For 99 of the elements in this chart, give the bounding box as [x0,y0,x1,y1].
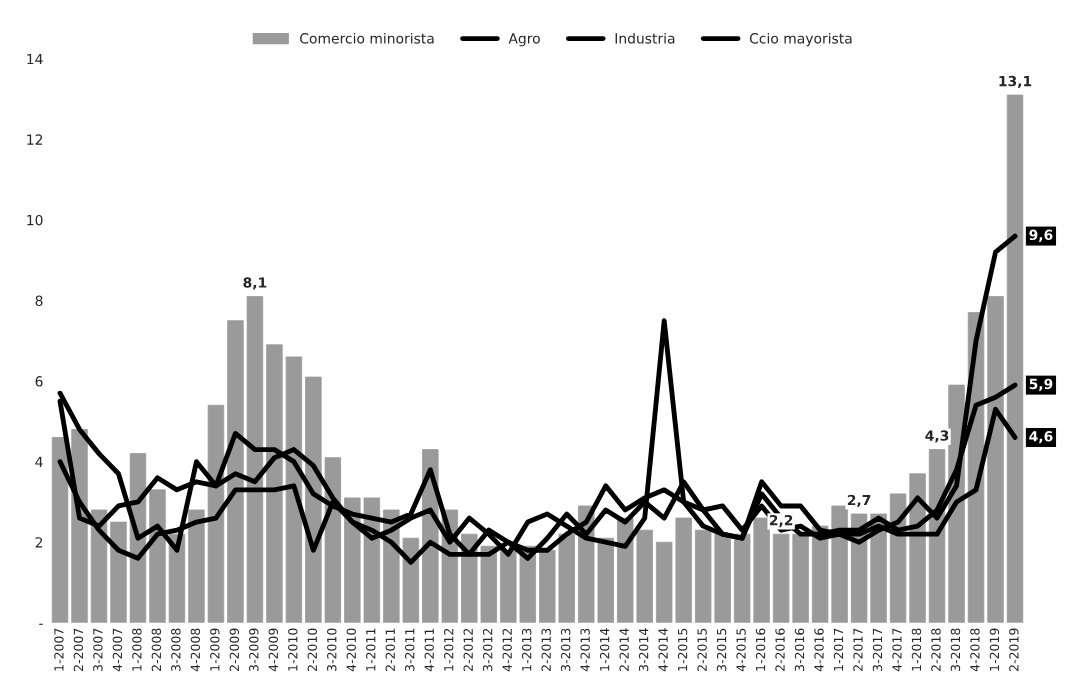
x-tick-label: 3-2007 [93,628,103,671]
bar [500,549,517,623]
y-tick-label: 4 [35,456,43,467]
x-tick-label: 3-2011 [405,628,415,671]
x-tick-label: 1-2013 [521,628,532,671]
x-tick-label: 2-2009 [229,628,240,672]
x-tick-label: 2-2018 [931,628,941,672]
data-label: 8,1 [243,277,267,290]
x-tick-label: 3-2010 [327,628,337,671]
x-tick-label: 2-2017 [853,628,863,672]
bar [1006,94,1024,623]
y-tick-label: 10 [27,214,43,226]
data-label: 5,9 [1029,378,1053,391]
bar [714,533,731,623]
data-label: 13,1 [999,75,1032,89]
bar [772,533,790,623]
legend-label: Ccio mayorista [749,32,852,47]
bar [792,533,809,623]
x-tick-label: 3-2013 [560,628,571,671]
x-tick-label: 2-2016 [775,628,785,672]
bar [149,489,166,623]
x-tick-label: 1-2014 [599,628,610,671]
data-label: 4,6 [1029,431,1053,444]
y-tick-label: 6 [35,376,43,387]
data-label: 9,6 [1029,229,1053,242]
x-tick-label: 1-2018 [911,628,922,671]
x-tick-label: 4-2017 [892,628,902,672]
bar [188,509,205,623]
line-series [57,233,1018,565]
bar [227,320,244,623]
x-tick-label: 3-2009 [249,628,259,671]
bar [831,505,848,623]
x-tick-label: 2-2011 [385,628,395,672]
x-tick-label: 3-2017 [872,628,883,671]
y-tick-label: 12 [27,134,43,145]
x-tick-label: 4-2007 [112,628,123,672]
x-tick-label: 1-2007 [54,628,64,671]
bar [110,521,127,623]
legend-label: Agro [508,33,540,47]
y-tick-label: 8 [35,295,43,306]
bar [207,404,225,623]
bar [402,537,420,623]
x-tick-label: 2-2019 [1009,628,1019,672]
y-tick-label: - [39,623,43,625]
x-tick-label: 4-2016 [814,628,824,672]
x-tick-label: 4-2015 [736,628,746,672]
y-tick-label: 14 [27,53,43,65]
bar [753,517,770,623]
bar [694,529,712,623]
x-tick-label: 2-2010 [307,628,318,672]
x-tick-label: 3-2016 [794,628,805,671]
bar [558,533,575,623]
x-tick-label: 2-2012 [463,628,473,672]
bar [675,517,692,623]
x-tick-label: 1-2012 [443,628,454,671]
x-tick-label: 2-2013 [541,628,551,672]
x-tick-label: 1-2011 [366,628,376,671]
x-tick-label: 4-2018 [970,628,980,672]
data-label: 4,3 [925,430,949,443]
x-tick-label: 2-2015 [697,628,707,672]
x-tick-label: 3-2008 [171,628,181,671]
legend-label: Industria [615,32,675,44]
bar [617,517,634,623]
x-tick-label: 3-2015 [716,628,727,671]
x-tick-label: 1-2016 [755,628,766,671]
bar [655,541,673,623]
x-tick-label: 2-2008 [151,628,162,672]
x-tick-label: 3-2018 [950,628,961,671]
x-tick-label: 3-2014 [638,628,649,671]
x-tick-label: 4-2012 [502,628,512,672]
bar [636,529,653,623]
x-tick-label: 1-2019 [989,628,1000,671]
bar [597,537,614,623]
bar [480,545,498,623]
bar [733,533,751,623]
x-tick-label: 4-2014 [658,628,668,672]
x-tick-label: 2-2007 [73,628,84,672]
x-tick-label: 4-2008 [190,628,201,672]
x-tick-label: 1-2017 [833,628,844,671]
x-tick-label: 4-2009 [268,628,279,672]
x-tick-label: 2-2014 [619,628,629,672]
bar [266,344,283,623]
x-tick-label: 4-2010 [346,628,356,672]
x-tick-label: 1-2010 [288,628,298,671]
data-label: 2,7 [847,494,871,508]
y-tick-label: 2 [35,537,43,548]
x-tick-label: 3-2012 [482,628,493,671]
bar [987,296,1004,623]
bar [539,549,556,623]
x-tick-label: 4-2011 [424,628,434,672]
bar [51,437,69,623]
x-tick-label: 1-2008 [132,628,142,671]
x-tick-label: 1-2015 [677,628,688,671]
legend-label: Comercio minorista [300,32,434,44]
x-tick-label: 1-2009 [210,628,220,671]
bar [285,356,303,623]
x-tick-label: 4-2013 [580,628,590,672]
bar [246,296,264,623]
bar [344,497,361,623]
